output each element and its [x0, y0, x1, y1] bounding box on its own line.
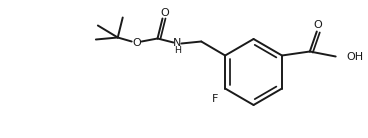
- Text: OH: OH: [347, 52, 364, 63]
- Text: O: O: [132, 39, 141, 48]
- Text: H: H: [174, 46, 181, 55]
- Text: N: N: [173, 38, 181, 47]
- Text: O: O: [314, 21, 322, 30]
- Text: O: O: [160, 7, 169, 18]
- Text: F: F: [212, 95, 218, 104]
